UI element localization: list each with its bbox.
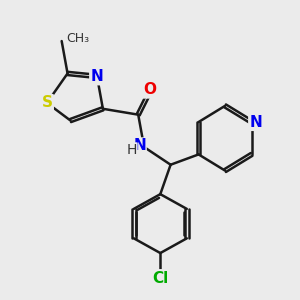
Text: H: H [127,143,137,157]
Text: S: S [41,95,52,110]
Text: CH₃: CH₃ [66,32,89,45]
Text: N: N [250,115,262,130]
Text: N: N [133,138,146,153]
Text: N: N [91,69,103,84]
Text: O: O [143,82,157,97]
Text: Cl: Cl [152,271,168,286]
